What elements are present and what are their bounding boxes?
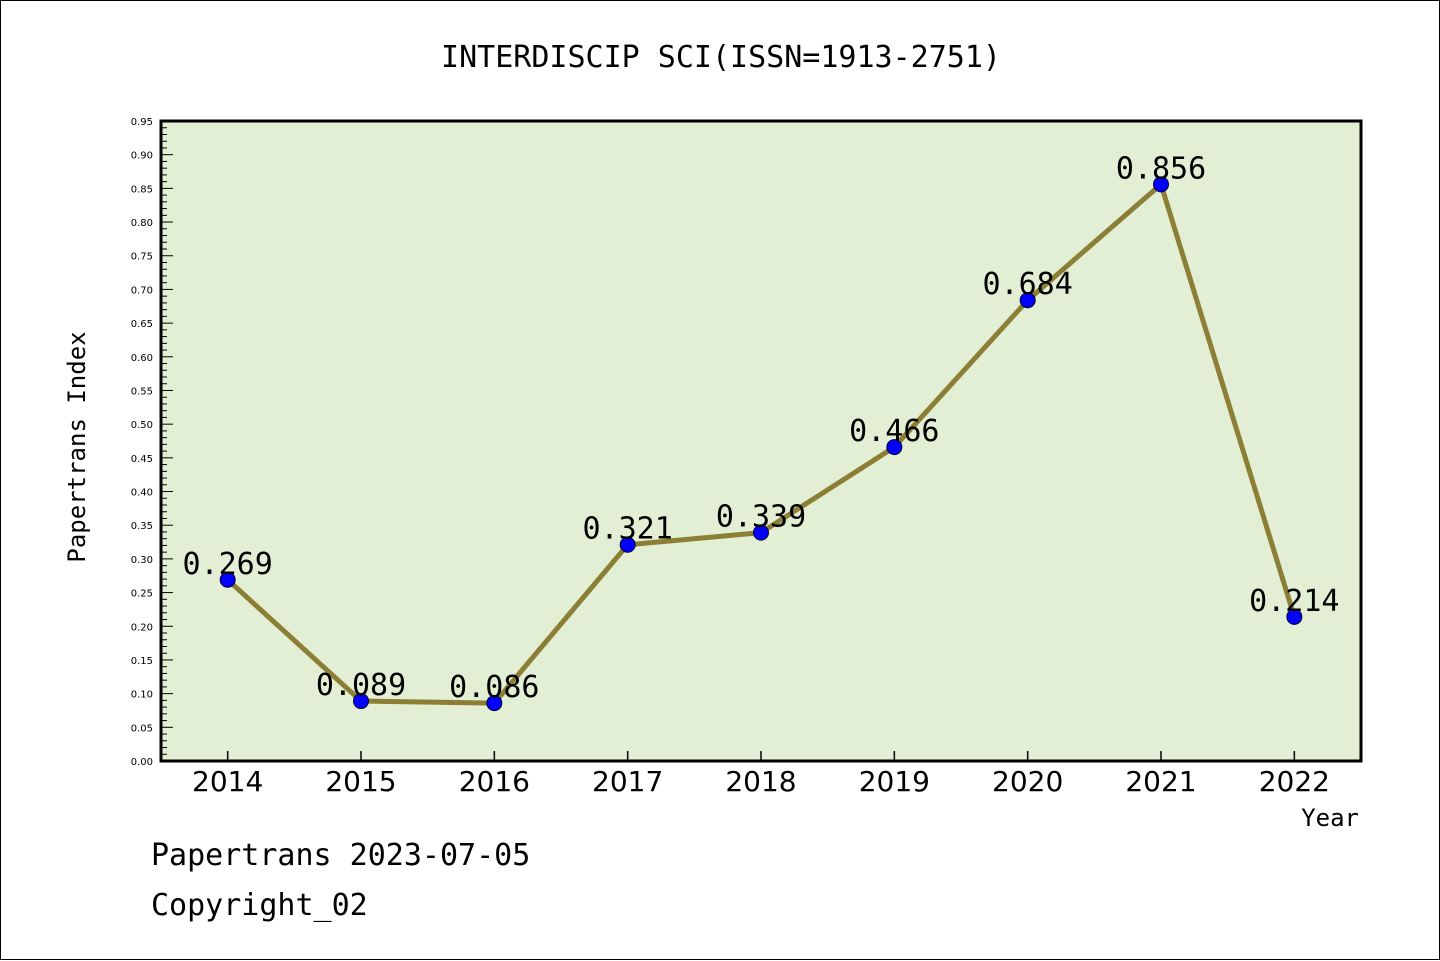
y-tick-label: 0.90 (131, 151, 153, 162)
y-tick-label: 0.10 (131, 690, 153, 701)
data-point (1286, 608, 1303, 625)
data-label: 0.339 (716, 500, 806, 535)
data-point (353, 693, 369, 710)
footer-date: Papertrans 2023-07-05 (151, 838, 530, 873)
data-label: 0.086 (449, 670, 539, 705)
x-tick-label: 2020 (992, 765, 1063, 798)
y-tick-label: 0.70 (131, 285, 153, 296)
data-label: 0.466 (849, 414, 939, 449)
footer-copyright: Copyright_02 (151, 888, 368, 923)
y-tick-label: 0.15 (131, 656, 153, 667)
data-label: 0.214 (1249, 584, 1339, 619)
y-tick-label: 0.45 (131, 454, 153, 465)
data-label: 0.269 (183, 547, 273, 582)
x-tick-label: 2017 (592, 765, 663, 798)
data-point (219, 571, 236, 588)
x-tick-label: 2015 (325, 765, 396, 798)
y-tick-label: 0.05 (131, 723, 153, 734)
x-tick-label: 2014 (192, 765, 263, 798)
data-labels: 0.269 0.089 0.086 0.321 0.339 0.466 0.684 0.856… (183, 151, 1340, 705)
y-tick-label: 0.75 (131, 252, 153, 263)
data-point (886, 439, 903, 456)
x-axis-label: Year (1301, 804, 1359, 832)
data-label: 0.856 (1116, 151, 1206, 186)
data-label: 0.321 (583, 512, 673, 547)
data-point (1153, 176, 1169, 193)
y-tick-label: 0.00 (131, 757, 153, 768)
data-point (753, 524, 769, 541)
x-tick-label: 2022 (1259, 765, 1330, 798)
data-point (486, 695, 503, 712)
data-label: 0.684 (983, 267, 1073, 302)
y-tick-label: 0.95 (131, 117, 153, 128)
y-tick-label: 0.30 (131, 555, 153, 566)
x-tick-label: 2019 (859, 765, 930, 798)
y-tick-label: 0.60 (131, 353, 153, 364)
y-tick-label: 0.55 (131, 386, 153, 397)
y-axis-label: Papertrans Index (63, 331, 91, 562)
y-tick-label: 0.80 (131, 218, 153, 229)
x-tick-label: 2018 (725, 765, 796, 798)
x-tick-label: 2016 (459, 765, 530, 798)
y-tick-label: 0.85 (131, 184, 153, 195)
y-tick-label: 0.25 (131, 589, 153, 600)
y-tick-label: 0.35 (131, 521, 153, 532)
data-label: 0.089 (316, 668, 406, 703)
plot-area (159, 119, 1363, 763)
y-tick-label: 0.40 (131, 488, 153, 499)
data-point (1019, 292, 1036, 309)
y-tick-label: 0.50 (131, 420, 153, 431)
x-tick-label: 2021 (1125, 765, 1196, 798)
x-axis: 2014 2015 2016 2017 2018 2019 2020 2021 2022 (192, 751, 1330, 798)
y-tick-label: 0.20 (131, 622, 153, 633)
y-tick-label: 0.65 (131, 319, 153, 330)
data-point (619, 536, 636, 553)
chart-title: INTERDISCIP SCI(ISSN=1913-2751) (441, 40, 1001, 75)
y-axis: 0.00 0.05 0.10 0.15 0.20 0.25 0.30 0.35 0.40 0.45… (131, 117, 173, 768)
series-line-group (219, 176, 1303, 712)
